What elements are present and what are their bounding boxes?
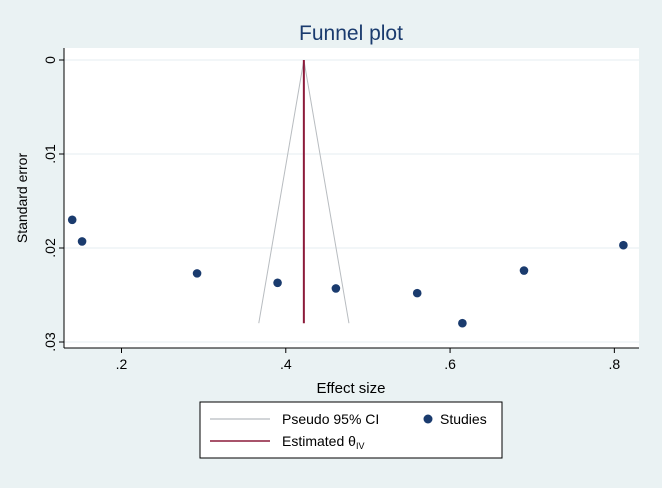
x-tick-label-3: .8 xyxy=(609,356,621,372)
legend-label-ci: Pseudo 95% CI xyxy=(282,411,379,427)
y-tick-label-3: .03 xyxy=(42,332,58,352)
x-axis-ticks: .2 .4 .6 .8 xyxy=(116,348,621,372)
legend: Pseudo 95% CI Studies Estimated θIV xyxy=(199,401,503,459)
ci-line-right xyxy=(303,59,350,324)
x-tick-label-2: .6 xyxy=(444,356,456,372)
pseudo-ci-funnel xyxy=(258,59,350,324)
y-axis-label: Standard error xyxy=(14,153,30,244)
study-point-6 xyxy=(458,318,467,328)
legend-box xyxy=(199,401,503,459)
study-point-5 xyxy=(412,288,422,298)
study-point-7 xyxy=(519,266,529,275)
y-axis-ticks: 0 .01 .02 .03 xyxy=(42,56,64,352)
legend-label-studies: Studies xyxy=(440,411,487,427)
legend-label-estimate-subscript: IV xyxy=(356,441,365,451)
legend-studies-swatch xyxy=(423,414,433,424)
study-point-3 xyxy=(273,278,282,288)
x-axis-label: Effect size xyxy=(317,380,386,397)
study-point-2 xyxy=(192,269,202,278)
x-tick-label-0: .2 xyxy=(116,356,128,372)
study-point-4 xyxy=(331,284,341,293)
y-tick-label-0: 0 xyxy=(42,56,58,64)
study-point-0 xyxy=(67,215,77,225)
ci-line-left xyxy=(258,59,305,324)
legend-label-estimate-main: Estimated θ xyxy=(282,433,356,449)
x-tick-label-1: .4 xyxy=(280,356,292,372)
y-tick-label-2: .02 xyxy=(42,238,58,258)
grid-lines xyxy=(64,59,639,343)
chart-title: Funnel plot xyxy=(299,22,403,45)
study-point-8 xyxy=(619,240,628,250)
study-points xyxy=(67,215,628,328)
legend-label-estimate: Estimated θIV xyxy=(282,433,364,451)
y-tick-label-1: .01 xyxy=(42,144,58,164)
study-point-1 xyxy=(77,237,87,246)
plot-area xyxy=(64,48,639,348)
